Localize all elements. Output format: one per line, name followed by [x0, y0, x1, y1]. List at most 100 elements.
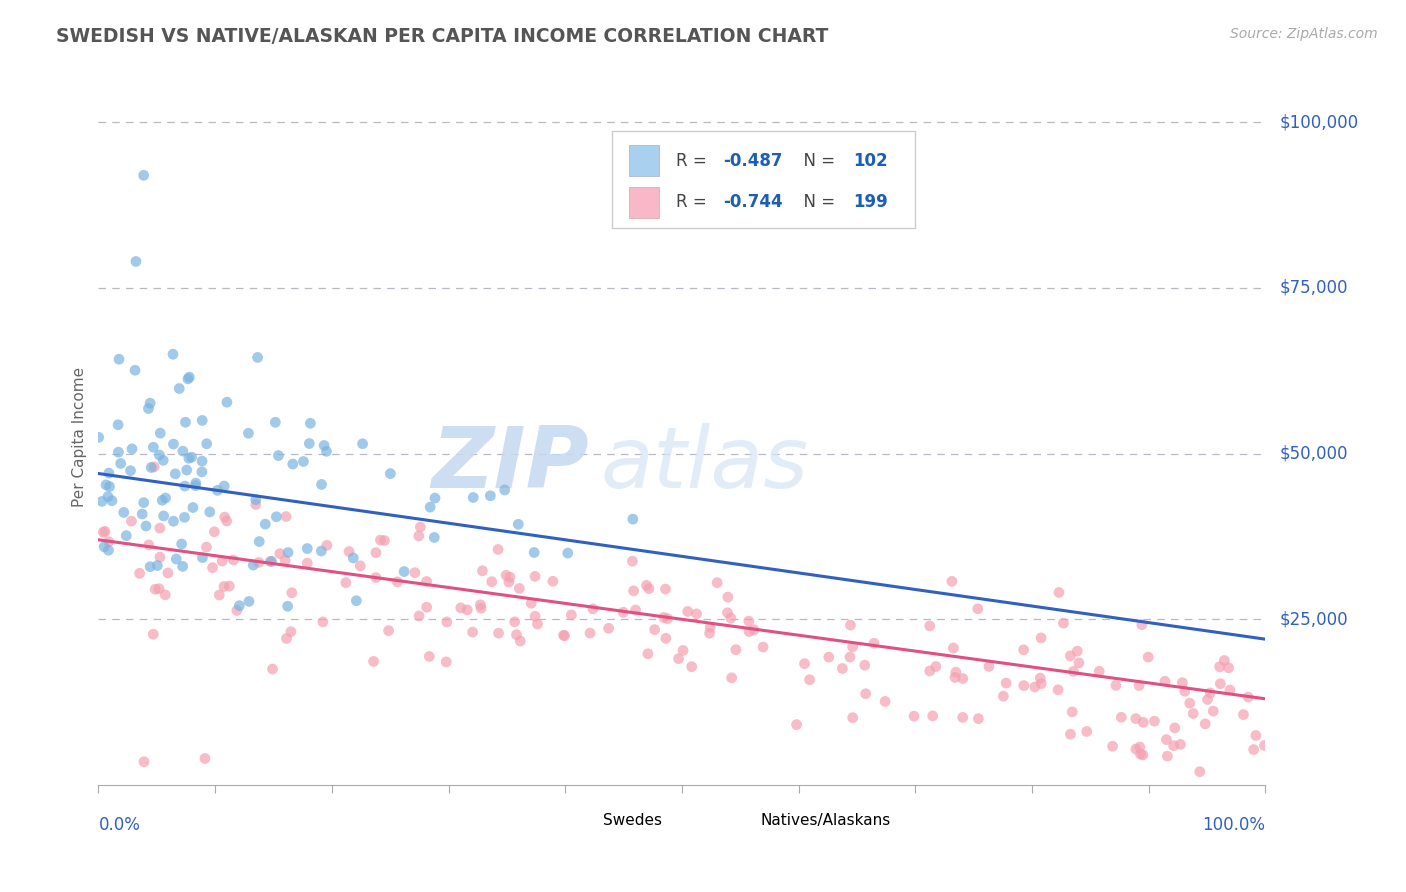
Point — [247, 556, 270, 570]
Y-axis label: Per Capita Income: Per Capita Income — [72, 367, 87, 508]
Point — [97, 543, 120, 558]
Point — [1202, 704, 1225, 718]
Point — [644, 623, 666, 637]
Point — [120, 464, 142, 478]
Point — [132, 495, 155, 509]
Point — [612, 605, 634, 619]
Point — [1029, 671, 1052, 685]
Point — [238, 426, 260, 441]
FancyBboxPatch shape — [612, 131, 915, 228]
Point — [654, 582, 676, 596]
Point — [624, 603, 647, 617]
Point — [1154, 674, 1177, 689]
Point — [1105, 678, 1128, 692]
Point — [799, 673, 821, 687]
Point — [408, 529, 430, 543]
Text: 100.0%: 100.0% — [1202, 816, 1265, 834]
Point — [172, 559, 194, 574]
Point — [108, 352, 131, 367]
Point — [508, 517, 530, 532]
Point — [176, 463, 198, 477]
Text: Natives/Alaskans: Natives/Alaskans — [761, 813, 890, 828]
Point — [742, 623, 765, 637]
Point — [685, 607, 707, 621]
Point — [720, 611, 742, 625]
Point — [155, 491, 177, 505]
Point — [817, 650, 839, 665]
Point — [125, 254, 148, 268]
Point — [142, 440, 165, 454]
Point — [415, 574, 437, 589]
Point — [264, 415, 287, 429]
Point — [657, 612, 679, 626]
Point — [918, 619, 941, 633]
Point — [415, 600, 437, 615]
Point — [699, 626, 721, 640]
Point — [706, 575, 728, 590]
Point — [463, 491, 485, 505]
Point — [179, 370, 201, 384]
Point — [505, 628, 527, 642]
Point — [841, 640, 863, 654]
Point — [139, 559, 162, 574]
Point — [337, 544, 360, 558]
Point — [481, 574, 503, 589]
Point — [299, 417, 322, 431]
Point — [314, 438, 336, 452]
Point — [1178, 696, 1201, 710]
Point — [1137, 650, 1160, 665]
Text: atlas: atlas — [600, 424, 808, 507]
Point — [344, 593, 367, 607]
Point — [655, 632, 678, 646]
Point — [165, 552, 187, 566]
Point — [238, 594, 260, 608]
Point — [524, 569, 547, 583]
Point — [191, 454, 214, 468]
Point — [471, 564, 494, 578]
Point — [215, 514, 238, 528]
Point — [494, 483, 516, 497]
Point — [281, 586, 304, 600]
Point — [1012, 642, 1035, 657]
Point — [97, 490, 120, 504]
Point — [942, 640, 965, 655]
Point — [1209, 676, 1232, 690]
Point — [1062, 705, 1084, 719]
Point — [582, 602, 605, 616]
Text: $100,000: $100,000 — [1279, 113, 1358, 131]
Point — [598, 621, 620, 635]
Point — [298, 436, 321, 450]
Point — [724, 642, 747, 657]
Point — [1066, 644, 1088, 658]
Point — [943, 671, 966, 685]
Point — [1218, 661, 1240, 675]
Point — [793, 657, 815, 671]
Point — [191, 550, 214, 565]
Point — [1129, 747, 1152, 762]
Point — [423, 491, 446, 505]
Point — [149, 426, 172, 441]
Point — [875, 694, 897, 708]
Point — [174, 415, 197, 429]
Point — [335, 575, 357, 590]
Point — [1244, 729, 1267, 743]
Point — [554, 629, 576, 643]
Point — [526, 617, 548, 632]
Point — [349, 558, 371, 573]
Point — [1047, 585, 1070, 599]
Point — [173, 479, 195, 493]
Point — [621, 512, 644, 526]
Point — [91, 494, 114, 508]
Point — [212, 579, 235, 593]
Point — [107, 445, 129, 459]
Point — [218, 579, 240, 593]
Point — [498, 575, 520, 590]
Point — [1067, 656, 1090, 670]
Point — [1047, 682, 1070, 697]
Point — [1170, 738, 1192, 752]
Point — [181, 500, 204, 515]
Point — [142, 627, 165, 641]
Point — [94, 478, 117, 492]
Point — [274, 553, 297, 567]
Point — [194, 751, 217, 765]
